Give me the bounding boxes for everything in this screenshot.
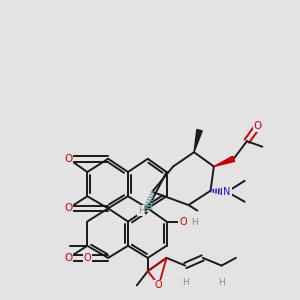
- Text: H: H: [218, 278, 225, 286]
- Text: O: O: [64, 253, 73, 263]
- Text: O: O: [254, 121, 262, 131]
- Text: O: O: [64, 203, 73, 213]
- Text: O: O: [64, 154, 73, 164]
- Text: H: H: [191, 218, 197, 227]
- Text: N: N: [224, 187, 231, 197]
- Polygon shape: [214, 156, 235, 167]
- Text: O: O: [155, 280, 163, 290]
- Text: H: H: [138, 206, 145, 215]
- Text: O: O: [83, 253, 91, 263]
- Polygon shape: [194, 130, 202, 152]
- Text: H: H: [182, 278, 189, 286]
- Text: O: O: [179, 217, 187, 226]
